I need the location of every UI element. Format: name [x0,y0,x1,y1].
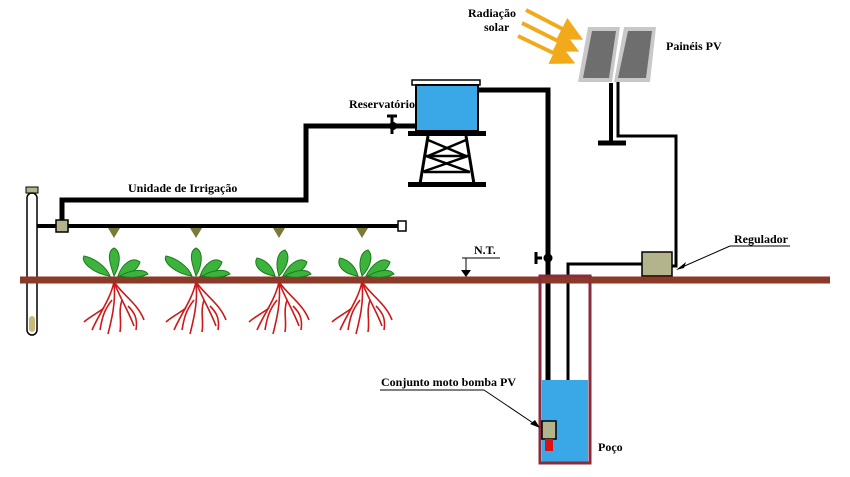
irrigation-unit-label: Unidade de Irrigação [128,181,237,195]
plant [248,249,312,335]
pump-set-label: Conjunto moto bomba PV [381,375,516,389]
regulator-label: Regulador [734,232,789,246]
pv-panels [578,27,656,146]
reservoir-label: Reservatório [349,97,415,111]
distribution-pipe [59,123,416,222]
sun-ray [521,21,580,52]
solar-radiation-label-line1: Radiação [468,6,516,20]
sprinkler [356,228,368,238]
plant-roots [331,281,393,335]
sun-ray [517,34,576,64]
sprinkler [190,228,202,238]
pv-panels-label: Painéis PV [666,39,722,53]
sprinklers [108,228,368,238]
plant-roots [165,281,227,335]
supply-pipe [478,87,551,430]
crop-plants [82,247,395,335]
reservoir-tower [408,79,486,187]
solar-radiation-label-line2: solar [484,20,510,34]
regulator [641,251,673,277]
observation-tube [25,186,39,336]
sun-ray [525,8,584,40]
plant-roots [83,281,145,335]
plant [331,249,395,335]
sprinkler [108,228,120,238]
well-label: Poço [598,440,623,454]
sprinkler [273,228,285,238]
ground-level-label: N.T. [474,243,496,257]
plant-roots [248,281,310,335]
plant [164,247,231,335]
pv-pump [541,420,557,451]
plant [82,247,149,335]
pv-cable [616,82,678,268]
solar-radiation-rays [517,8,584,64]
